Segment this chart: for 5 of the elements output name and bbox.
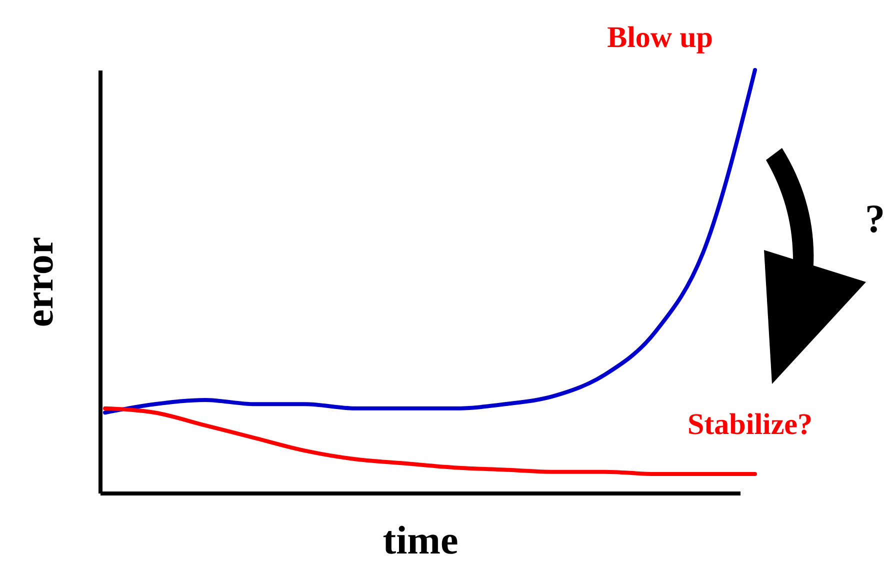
x-axis-title: time — [382, 518, 458, 562]
annotation: Stabilize? — [688, 408, 812, 441]
text: ? — [865, 196, 885, 241]
y-axis-title: error — [16, 236, 62, 328]
text: Blow up — [607, 21, 713, 54]
